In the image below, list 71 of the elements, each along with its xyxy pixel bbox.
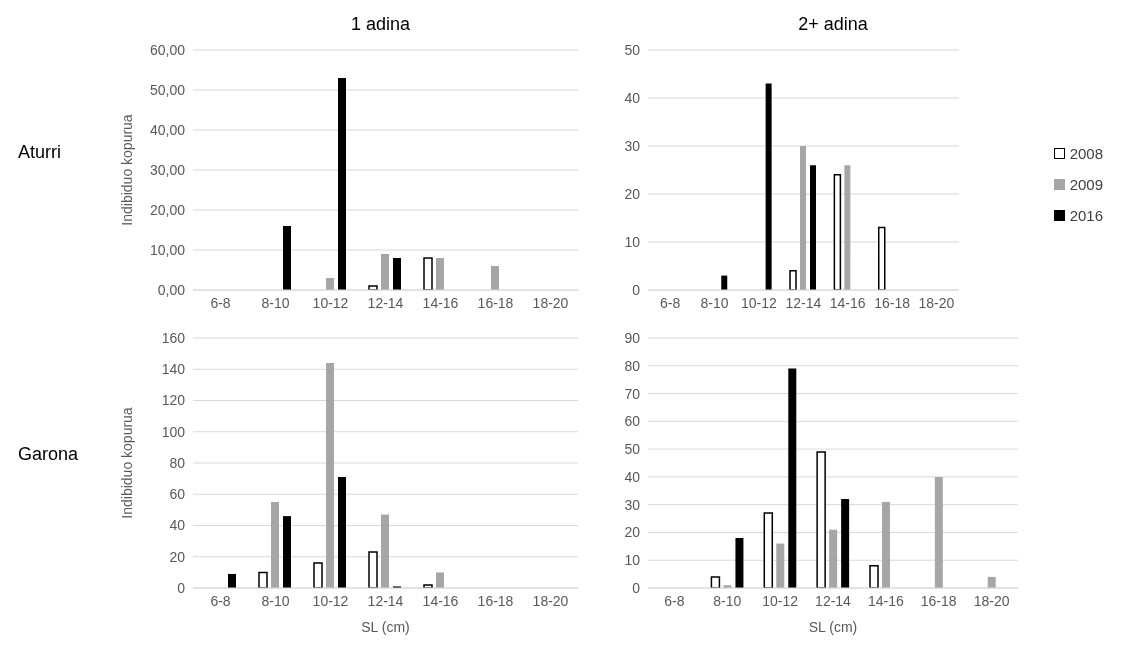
x-tick-label: 10-12 [312, 592, 349, 609]
x-tick-label: 14-16 [422, 294, 459, 311]
legend-label: 2008 [1069, 144, 1103, 162]
y-tick-label: 40,00 [149, 121, 186, 138]
y-axis-title: Indibiduo kopurua [118, 114, 135, 226]
y-tick-label: 30 [624, 496, 641, 513]
y-tick-label: 50 [624, 441, 641, 458]
x-tick-label: 6-8 [210, 294, 231, 311]
y-tick-label: 80 [169, 454, 186, 471]
x-tick-label: 12-14 [815, 592, 852, 609]
y-tick-label: 40 [624, 89, 641, 106]
y-tick-label: 30,00 [149, 161, 186, 178]
legend-label: 2009 [1069, 175, 1103, 193]
y-tick-label: 20 [624, 524, 641, 541]
y-tick-label: 0 [177, 579, 186, 596]
x-tick-label: 8-10 [700, 294, 729, 311]
x-tick-label: 18-20 [918, 294, 955, 311]
x-tick-label: 16-18 [477, 294, 514, 311]
x-tick-label: 6-8 [210, 592, 231, 609]
y-tick-label: 30 [624, 137, 641, 154]
x-tick-label: 10-12 [741, 294, 778, 311]
x-tick-label: 16-18 [477, 592, 514, 609]
x-axis-title: SL (cm) [361, 619, 410, 635]
y-tick-label: 0 [632, 281, 641, 298]
y-tick-label: 70 [624, 385, 641, 402]
x-tick-label: 12-14 [785, 294, 822, 311]
y-tick-label: 80 [624, 357, 641, 374]
x-tick-label: 8-10 [713, 592, 742, 609]
y-tick-label: 0 [632, 579, 641, 596]
x-tick-label: 10-12 [312, 294, 349, 311]
y-tick-label: 10 [624, 233, 641, 250]
x-tick-label: 16-18 [920, 592, 957, 609]
y-tick-label: 140 [161, 361, 186, 378]
x-tick-label: 14-16 [867, 592, 904, 609]
y-tick-label: 90 [624, 329, 641, 346]
y-tick-label: 50 [624, 41, 641, 58]
legend-label: 2016 [1069, 206, 1103, 224]
y-tick-label: 40 [169, 517, 186, 534]
y-tick-label: 40 [624, 468, 641, 485]
x-tick-label: 10-12 [762, 592, 799, 609]
x-tick-label: 8-10 [261, 592, 290, 609]
x-tick-label: 6-8 [660, 294, 681, 311]
y-tick-label: 20,00 [149, 201, 186, 218]
x-tick-label: 12-14 [367, 294, 404, 311]
y-tick-label: 100 [161, 423, 186, 440]
y-tick-label: 0,00 [157, 281, 186, 298]
y-tick-label: 20 [169, 548, 186, 565]
x-tick-label: 6-8 [664, 592, 685, 609]
chart-title: 2+ adina [797, 14, 869, 35]
x-axis-title: SL (cm) [808, 619, 858, 635]
x-tick-label: 12-14 [367, 592, 404, 609]
x-tick-label: 16-18 [874, 294, 911, 311]
y-tick-label: 60,00 [149, 41, 186, 58]
y-tick-label: 120 [161, 392, 186, 409]
y-tick-label: 10 [624, 552, 641, 569]
y-tick-label: 50,00 [149, 81, 186, 98]
y-tick-label: 20 [624, 185, 641, 202]
x-tick-label: 14-16 [422, 592, 459, 609]
y-axis-title: Indibiduo kopurua [118, 407, 135, 519]
y-tick-label: 60 [624, 413, 641, 430]
x-tick-label: 18-20 [532, 294, 569, 311]
y-tick-label: 60 [169, 486, 186, 503]
x-tick-label: 8-10 [261, 294, 290, 311]
text: Garona [18, 444, 80, 465]
x-tick-label: 18-20 [973, 592, 1010, 609]
y-tick-label: 160 [161, 329, 186, 346]
x-tick-label: 14-16 [829, 294, 866, 311]
y-tick-label: 10,00 [149, 241, 186, 258]
text: Aturri [18, 142, 62, 163]
x-tick-label: 18-20 [532, 592, 569, 609]
chart-title: 1 adina [349, 14, 412, 35]
